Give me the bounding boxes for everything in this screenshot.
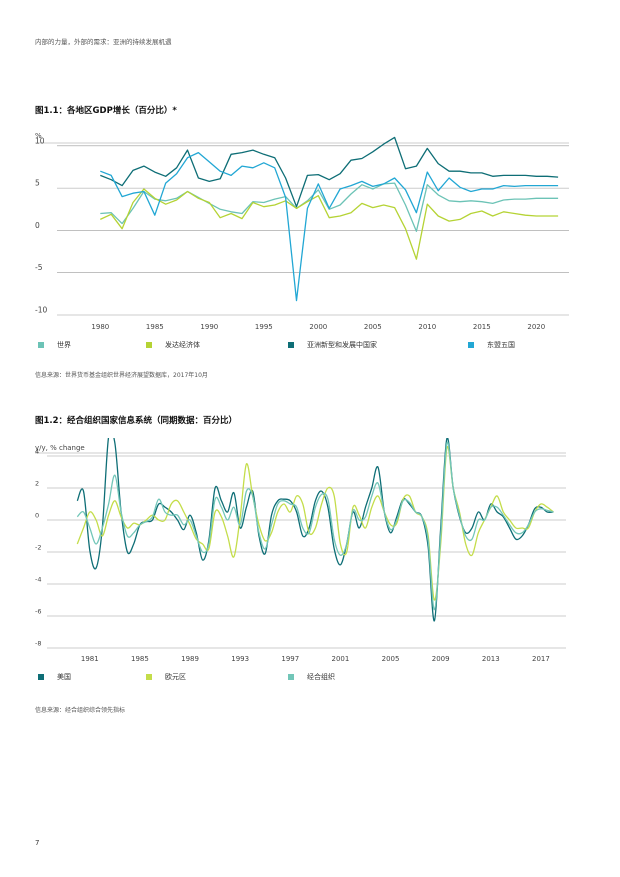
gdp-legend-swatch bbox=[288, 342, 294, 348]
gdp-x-tick-label: 1995 bbox=[255, 323, 273, 330]
gdp-y-axis-label: % bbox=[35, 132, 42, 140]
cli-y-tick-label: -4 bbox=[35, 576, 41, 584]
page-number: 7 bbox=[35, 839, 40, 847]
cli-series-line-1 bbox=[76, 438, 554, 622]
cli-x-tick-label: 2017 bbox=[532, 655, 550, 663]
cli-x-tick-label: 1993 bbox=[231, 655, 249, 663]
cli-y-tick-label: 0 bbox=[35, 512, 39, 520]
page-header: 内部的力量，外部的需求：亚洲的持续发展机遇 bbox=[35, 38, 172, 46]
gdp-legend-label: 发达经济体 bbox=[165, 341, 200, 349]
gdp-legend-item: 发达经济体 bbox=[146, 340, 200, 350]
gdp-x-tick-label: 1985 bbox=[146, 323, 164, 330]
gdp-x-tick-label: 1990 bbox=[200, 323, 218, 330]
cli-legend-item: 美国 bbox=[38, 672, 71, 682]
gdp-chart-legend: 世界 发达经济体 亚洲新型和发展中国家 东盟五国 bbox=[35, 340, 595, 352]
cli-legend-label: 美国 bbox=[57, 673, 71, 681]
gdp-x-tick-label: 2000 bbox=[309, 323, 327, 330]
gdp-x-tick-label: 1980 bbox=[91, 323, 109, 330]
cli-y-tick-label: -8 bbox=[35, 640, 41, 648]
cli-y-axis-label: y/y, % change bbox=[35, 444, 85, 452]
gdp-y-tick-label: -5 bbox=[35, 263, 43, 272]
oecd-chart-legend: 美国 欧元区 经合组织 bbox=[35, 672, 595, 684]
figure1-source: 信息来源：世界货币基金组织世界经济展望数据库，2017年10月 bbox=[35, 372, 208, 379]
cli-legend-swatch bbox=[146, 674, 152, 680]
gdp-legend-label: 亚洲新型和发展中国家 bbox=[307, 341, 377, 349]
gdp-series-line-2 bbox=[100, 188, 559, 260]
cli-x-tick-label: 2013 bbox=[482, 655, 500, 663]
gdp-x-tick-label: 2005 bbox=[364, 323, 382, 330]
gdp-legend-item: 亚洲新型和发展中国家 bbox=[288, 340, 377, 350]
gdp-legend-swatch bbox=[146, 342, 152, 348]
cli-x-tick-label: 1981 bbox=[81, 655, 99, 663]
cli-legend-label: 欧元区 bbox=[165, 673, 186, 681]
gdp-series-line-3 bbox=[100, 136, 559, 208]
cli-legend-item: 经合组织 bbox=[288, 672, 335, 682]
figure1-title: 图1.1：各地区GDP增长（百分比）* bbox=[35, 106, 177, 116]
cli-x-tick-label: 1989 bbox=[181, 655, 199, 663]
gdp-legend-label: 东盟五国 bbox=[487, 341, 515, 349]
gdp-y-tick-label: 10 bbox=[35, 136, 45, 145]
cli-x-tick-label: 2005 bbox=[382, 655, 400, 663]
gdp-series-line-1 bbox=[100, 182, 559, 232]
cli-x-tick-label: 2001 bbox=[332, 655, 350, 663]
cli-x-tick-label: 1997 bbox=[281, 655, 299, 663]
gdp-x-tick-label: 2010 bbox=[418, 323, 436, 330]
cli-x-tick-label: 1985 bbox=[131, 655, 149, 663]
gdp-x-tick-label: 2020 bbox=[527, 323, 545, 330]
cli-y-tick-label: -6 bbox=[35, 608, 41, 616]
cli-legend-label: 经合组织 bbox=[307, 673, 335, 681]
cli-y-tick-label: -2 bbox=[35, 544, 41, 552]
gdp-y-tick-label: 0 bbox=[35, 221, 40, 230]
gdp-growth-chart: %10 5 0 -5 -10 1980 1985 1990 1995 2000 2005 2010 20… bbox=[35, 132, 569, 330]
figure2-source: 信息来源：经合组织综合领先指标 bbox=[35, 707, 126, 714]
cli-legend-item: 欧元区 bbox=[146, 672, 186, 682]
gdp-y-tick-label: -10 bbox=[35, 306, 47, 315]
gdp-legend-swatch bbox=[38, 342, 44, 348]
gdp-legend-swatch bbox=[468, 342, 474, 348]
cli-y-tick-label: 4 bbox=[35, 448, 39, 456]
cli-legend-swatch bbox=[38, 674, 44, 680]
figure2-title: 图1.2：经合组织国家信息系统（同期数据：百分比） bbox=[35, 416, 238, 426]
cli-series-line-3 bbox=[76, 441, 554, 611]
cli-y-tick-label: 2 bbox=[35, 480, 39, 488]
gdp-series-line-4 bbox=[100, 151, 559, 302]
gdp-legend-label: 世界 bbox=[57, 341, 71, 349]
gdp-legend-item: 东盟五国 bbox=[468, 340, 515, 350]
cli-series-line-2 bbox=[76, 445, 554, 601]
gdp-legend-item: 世界 bbox=[38, 340, 71, 350]
cli-legend-swatch bbox=[288, 674, 294, 680]
gdp-y-tick-label: 5 bbox=[35, 179, 40, 188]
gdp-x-tick-label: 2015 bbox=[473, 323, 491, 330]
cli-x-tick-label: 2009 bbox=[432, 655, 450, 663]
